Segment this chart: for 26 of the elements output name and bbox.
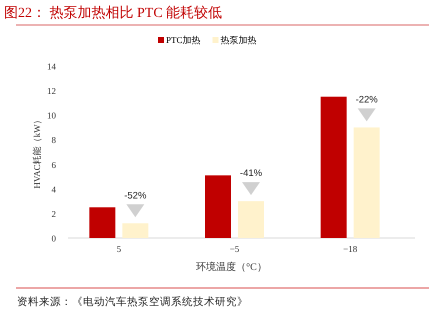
x-axis-title: 环境温度（°C） [196, 261, 267, 273]
y-tick-label: 2 [52, 208, 56, 219]
y-tick-label: 6 [52, 160, 56, 170]
bar [122, 223, 148, 238]
bar [320, 96, 347, 238]
legend-label: PTC加热 [166, 35, 201, 45]
bar [205, 175, 231, 238]
x-tick-label: −18 [343, 244, 358, 254]
annotation: -22% [356, 94, 378, 106]
text: 资料来源：《电动汽车热泵空调系统技术研究》 [17, 295, 248, 308]
y-axis-title: HVAC耗能（kW） [32, 115, 42, 189]
annotation: -52% [124, 190, 147, 202]
y-tick-label: 8 [52, 135, 56, 146]
bar [89, 207, 116, 238]
y-tick-label: 0 [52, 234, 56, 244]
x-tick-label: 5 [116, 244, 122, 254]
y-tick-label: 14 [47, 62, 56, 72]
y-tick-label: 10 [47, 110, 56, 121]
bar [238, 201, 264, 238]
chart-title: 图22： 热泵加热相比 PTC 能耗较低 [4, 5, 222, 21]
bar [354, 127, 380, 238]
annotation: -41% [240, 168, 263, 180]
y-tick-label: 4 [52, 184, 56, 194]
y-tick-label: 12 [47, 86, 56, 96]
x-tick-label: −5 [230, 244, 240, 254]
legend-label: 热泵加热 [220, 35, 257, 45]
